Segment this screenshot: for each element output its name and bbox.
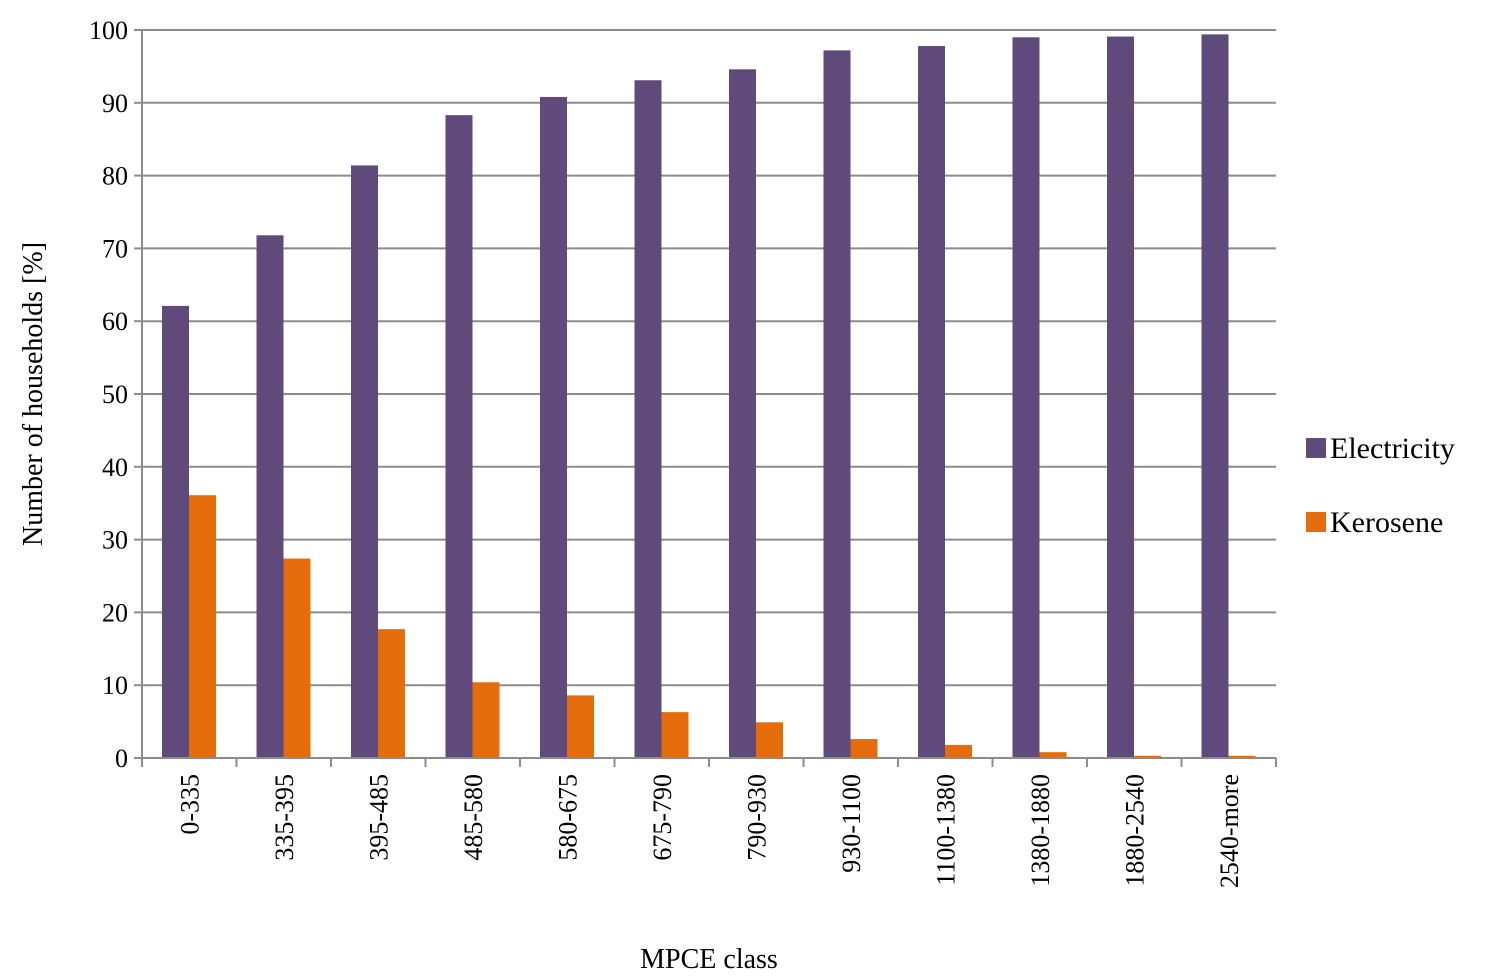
bar-electricity-790-930 xyxy=(729,69,756,758)
y-tick-label: 40 xyxy=(102,453,128,482)
y-tick-label: 90 xyxy=(102,89,128,118)
bar-kerosene-790-930 xyxy=(756,722,783,758)
x-tick-label: 1100-1380 xyxy=(931,774,960,886)
x-tick-label: 790-930 xyxy=(742,774,771,861)
y-tick-label: 50 xyxy=(102,380,128,409)
x-tick-label: 1380-1880 xyxy=(1026,774,1055,887)
bar-electricity-335-395 xyxy=(256,235,284,758)
bar-electricity-675-790 xyxy=(634,80,662,759)
legend-swatch-electricity xyxy=(1306,438,1326,458)
x-tick-label: 1880-2540 xyxy=(1120,774,1149,887)
bar-kerosene-485-580 xyxy=(472,682,500,758)
bar-kerosene-335-395 xyxy=(283,558,311,758)
axes xyxy=(134,29,1277,767)
x-tick-label: 930-1100 xyxy=(837,774,866,873)
y-tick-label: 60 xyxy=(102,307,128,336)
x-axis-title: MPCE class xyxy=(640,944,778,975)
bar-kerosene-395-485 xyxy=(378,629,405,758)
x-tick-label: 675-790 xyxy=(648,774,677,861)
bar-electricity-2540-more xyxy=(1201,34,1229,759)
y-tick-labels: 0 10 20 30 40 50 60 70 80 90 100 xyxy=(89,16,128,773)
x-tick-label: 580-675 xyxy=(553,774,582,861)
y-axis-title: Number of households [%] xyxy=(18,242,49,546)
y-tick-label: 0 xyxy=(115,744,128,773)
x-tick-labels: 0-335 335-395 395-485 485-580 580-675 675-790… xyxy=(175,774,1244,888)
bar-electricity-1880-2540 xyxy=(1107,36,1134,758)
y-tick-label: 80 xyxy=(102,162,128,191)
x-tick-label: 485-580 xyxy=(459,774,488,861)
y-tick-label: 70 xyxy=(102,234,128,263)
bar-kerosene-2540-more xyxy=(1228,755,1256,758)
y-tick-label: 10 xyxy=(102,671,128,700)
x-tick-label: 2540-more xyxy=(1215,774,1244,888)
bar-kerosene-1880-2540 xyxy=(1134,755,1161,758)
x-tick-label: 395-485 xyxy=(364,774,393,861)
bars xyxy=(162,34,1256,759)
bar-electricity-930-1100 xyxy=(823,50,851,759)
bar-electricity-580-675 xyxy=(540,96,567,758)
y-tick-label: 100 xyxy=(89,16,128,45)
bar-kerosene-930-1100 xyxy=(850,739,878,758)
y-tick-label: 20 xyxy=(102,598,128,627)
x-tick-label: 0-335 xyxy=(175,774,204,835)
y-tick-label: 30 xyxy=(102,526,128,555)
bar-electricity-1100-1380 xyxy=(918,46,945,759)
legend-label-kerosene: Kerosene xyxy=(1330,506,1443,539)
legend-swatch-kerosene xyxy=(1306,512,1326,532)
bar-kerosene-1380-1880 xyxy=(1039,752,1067,758)
bar-kerosene-580-675 xyxy=(567,695,594,758)
bar-kerosene-0-335 xyxy=(189,495,216,758)
bar-electricity-395-485 xyxy=(351,165,378,758)
bar-kerosene-675-790 xyxy=(661,712,689,758)
bar-kerosene-1100-1380 xyxy=(945,744,972,758)
x-tick-label: 335-395 xyxy=(270,774,299,861)
bar-electricity-1380-1880 xyxy=(1012,37,1040,758)
bar-electricity-0-335 xyxy=(162,305,189,758)
legend-label-electricity: Electricity xyxy=(1330,432,1455,465)
gridlines xyxy=(142,29,1276,687)
legend: Electricity Kerosene xyxy=(1306,432,1455,539)
bar-electricity-485-580 xyxy=(445,115,473,758)
